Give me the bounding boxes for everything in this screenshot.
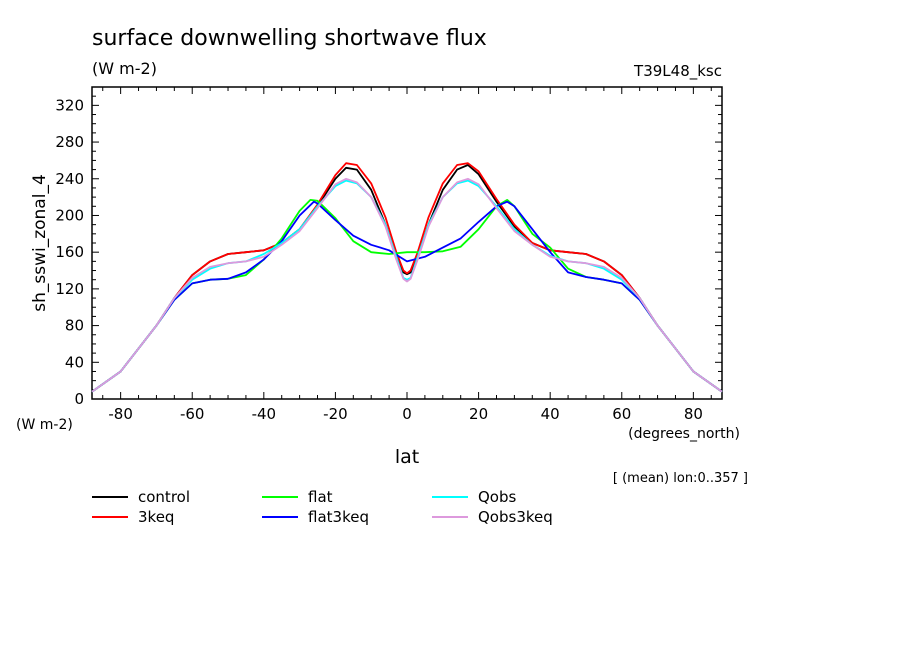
y-tick-label: 200	[55, 206, 84, 224]
y-tick-label: 120	[55, 280, 84, 298]
run-label: T39L48_ksc	[633, 62, 722, 81]
x-tick-label: 80	[684, 405, 703, 423]
y-tick-label: 280	[55, 133, 84, 151]
legend-label-flat: flat	[308, 488, 333, 506]
x-tick-label: -40	[252, 405, 277, 423]
y-axis-label: sh_sswi_zonal_4	[30, 174, 50, 312]
plot-frame	[91, 86, 723, 400]
series-line-3keq	[91, 162, 723, 393]
series-line-qobs3keq	[91, 177, 723, 393]
y-tick-label: 320	[55, 96, 84, 114]
y-units-label: (W m-2)	[16, 417, 73, 433]
x-tick-label: -60	[180, 405, 205, 423]
y-tick-label: 80	[65, 317, 84, 335]
series-line-control	[91, 164, 723, 393]
y-tick-label: 240	[55, 170, 84, 188]
axis-ticks: -80 -60 -40 -20 0 20 40 60 80 0 40 80 120 160 200 240 28…	[55, 86, 722, 423]
chart-title: surface downwelling shortwave flux	[92, 26, 487, 51]
y-tick-label: 0	[74, 390, 84, 408]
x-tick-label: 60	[612, 405, 631, 423]
legend-label-qobs3keq: Qobs3keq	[478, 508, 553, 526]
x-tick-label: 40	[541, 405, 560, 423]
footnote: [ (mean) lon:0..357 ]	[613, 471, 748, 486]
plot-area	[91, 86, 723, 400]
y-tick-label: 40	[65, 353, 84, 371]
x-units-label: (degrees_north)	[628, 426, 740, 442]
legend: control 3keq flat flat3keq Qobs Qobs3keq	[92, 488, 553, 526]
x-tick-label: 20	[469, 405, 488, 423]
series-line-flat3keq	[91, 200, 723, 393]
series-line-flat	[91, 198, 723, 393]
x-tick-label: -20	[323, 405, 348, 423]
legend-label-qobs: Qobs	[478, 488, 517, 506]
legend-label-control: control	[138, 488, 190, 506]
legend-label-3keq: 3keq	[138, 508, 174, 526]
y-tick-label: 160	[55, 243, 84, 261]
series-line-qobs	[91, 179, 723, 393]
x-tick-label: 0	[402, 405, 412, 423]
legend-label-flat3keq: flat3keq	[308, 508, 369, 526]
chart-units-label: (W m-2)	[92, 59, 157, 78]
x-tick-label: -80	[108, 405, 133, 423]
series-lines	[91, 162, 723, 393]
x-axis-label: lat	[395, 446, 419, 468]
